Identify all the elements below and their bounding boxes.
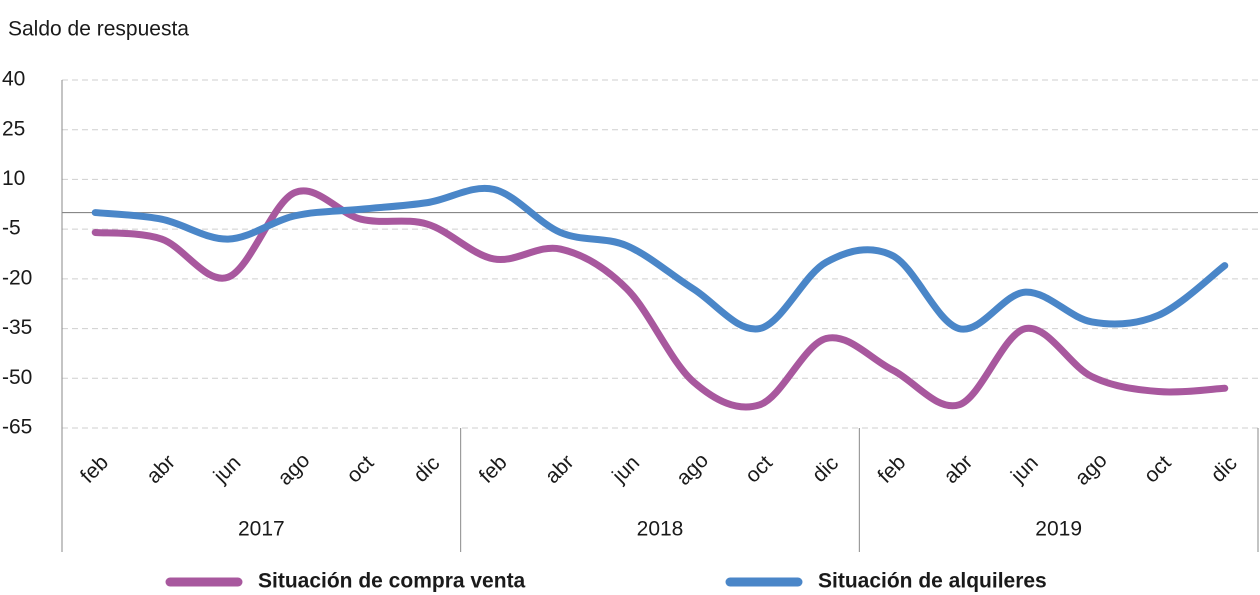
- x-tick-label: jun: [1006, 451, 1043, 488]
- x-tick-label: dic: [808, 452, 843, 487]
- y-tick-label: -20: [2, 266, 32, 289]
- x-tick-label: abr: [939, 450, 977, 488]
- y-axis-label: Saldo de respuesta: [8, 18, 189, 41]
- x-tick-label: ago: [273, 449, 314, 490]
- y-tick-label: -5: [2, 217, 21, 240]
- y-tick-label: -50: [2, 366, 32, 389]
- y-tick-label: -65: [2, 416, 32, 439]
- x-tick-label: abr: [142, 450, 180, 488]
- legend-label: Situación de compra venta: [258, 570, 526, 593]
- y-tick-label: 25: [2, 117, 25, 140]
- x-tick-label: jun: [607, 451, 644, 488]
- y-tick-label: -35: [2, 316, 32, 339]
- x-tick-label: dic: [1206, 452, 1241, 487]
- x-tick-label: abr: [541, 450, 579, 488]
- legend-label: Situación de alquileres: [818, 570, 1047, 593]
- year-label: 2018: [637, 518, 684, 541]
- series-line: [91, 187, 1229, 411]
- x-tick-label: feb: [475, 451, 512, 488]
- y-tick-label: 40: [2, 68, 25, 91]
- year-label: 2017: [238, 518, 285, 541]
- x-tick-label: oct: [1140, 451, 1176, 487]
- x-tick-label: dic: [409, 452, 444, 487]
- x-tick-label: feb: [76, 451, 113, 488]
- x-tick-label: oct: [342, 451, 378, 487]
- year-label: 2019: [1035, 518, 1082, 541]
- x-tick-label: oct: [741, 451, 777, 487]
- x-tick-label: ago: [672, 449, 713, 490]
- x-tick-label: ago: [1071, 449, 1112, 490]
- x-tick-label: jun: [209, 451, 246, 488]
- y-tick-label: 10: [2, 167, 25, 190]
- series-line: [91, 184, 1229, 333]
- x-tick-label: feb: [873, 451, 910, 488]
